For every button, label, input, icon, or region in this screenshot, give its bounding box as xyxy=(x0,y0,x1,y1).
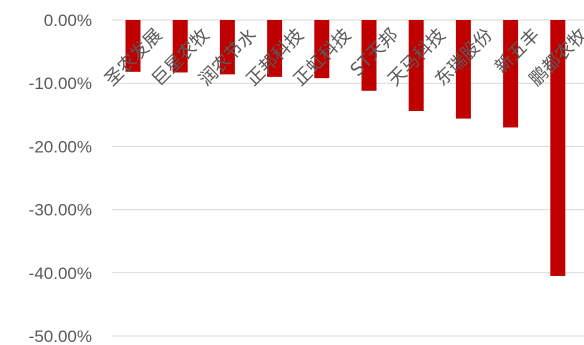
bar xyxy=(408,20,424,112)
y-tick-label: -20.00% xyxy=(29,137,92,156)
bar xyxy=(267,20,283,77)
bar xyxy=(314,20,330,79)
bar xyxy=(503,20,519,128)
bar xyxy=(455,20,471,119)
y-tick-label: -40.00% xyxy=(29,264,92,283)
bar xyxy=(219,20,235,75)
y-axis-tick-labels: 0.00% -10.00% -20.00% -30.00% -40.00% -50.00% xyxy=(29,11,92,345)
y-tick-label: -10.00% xyxy=(29,74,92,93)
y-tick-label: -30.00% xyxy=(29,201,92,220)
bar xyxy=(361,20,377,91)
bars xyxy=(125,20,566,276)
bar xyxy=(125,20,141,72)
y-tick-label: -50.00% xyxy=(29,327,92,345)
bar xyxy=(172,20,188,73)
y-tick-label: 0.00% xyxy=(44,11,92,30)
bar xyxy=(550,20,566,276)
